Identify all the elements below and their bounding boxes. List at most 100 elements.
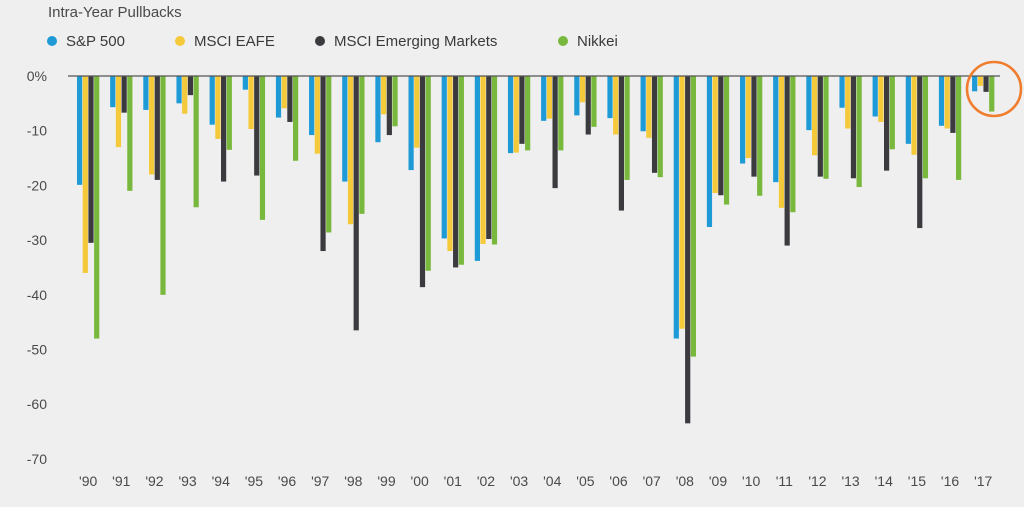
bar-msci-eafe-91	[115, 76, 122, 148]
legend-label-msci-emerging-markets: MSCI Emerging Markets	[334, 33, 497, 50]
bar-nikkei-17	[989, 76, 995, 112]
bar-msci-emerging-markets-94	[221, 76, 227, 182]
bar-msci-emerging-markets-96	[287, 76, 293, 122]
bar-msci-eafe-16	[944, 76, 950, 129]
x-tick-label-97: '97	[311, 473, 329, 489]
y-tick-label: -70	[27, 451, 47, 467]
bar-msci-emerging-markets-17	[983, 76, 989, 92]
bar-s-p-500-14	[872, 76, 878, 117]
x-axis: '90 '91 '92 '93 '94 '95 '96 '97 '98 '99 '00 '01 '02 '…	[79, 473, 993, 489]
bar-msci-emerging-markets-01	[453, 76, 459, 268]
bar-msci-eafe-95	[248, 76, 254, 130]
bar-msci-eafe-99	[381, 76, 387, 115]
x-tick-label-11: '11	[776, 473, 793, 489]
bar-msci-emerging-markets-09	[718, 76, 724, 196]
bar-msci-emerging-markets-90	[88, 76, 94, 243]
legend-marker-msci-eafe	[175, 36, 185, 46]
x-tick-label-02: '02	[477, 473, 495, 489]
bar-msci-eafe-92	[149, 76, 155, 175]
bar-nikkei-15	[922, 76, 929, 179]
bar-msci-emerging-markets-95	[254, 76, 260, 176]
x-tick-label-94: '94	[212, 473, 230, 489]
bar-msci-emerging-markets-98	[353, 76, 359, 331]
legend-label-nikkei: Nikkei	[577, 33, 618, 50]
bar-nikkei-05	[591, 76, 597, 127]
bar-msci-emerging-markets-99	[386, 76, 392, 136]
bar-nikkei-07	[657, 76, 663, 178]
y-tick-label: -30	[27, 232, 47, 248]
y-tick-label: -20	[27, 177, 47, 193]
x-tick-label-93: '93	[178, 473, 196, 489]
bar-s-p-500-11	[773, 76, 779, 183]
bar-s-p-500-92	[143, 76, 149, 110]
bar-nikkei-00	[425, 76, 431, 271]
x-tick-label-91: '91	[112, 473, 130, 489]
x-tick-label-15: '15	[908, 473, 926, 489]
bar-s-p-500-07	[640, 76, 646, 132]
x-tick-label-06: '06	[609, 473, 627, 489]
highlight-circle-2017	[965, 60, 1023, 118]
x-tick-label-10: '10	[742, 473, 760, 489]
bar-msci-eafe-13	[845, 76, 851, 129]
bar-s-p-500-06	[607, 76, 613, 119]
bar-nikkei-98	[359, 76, 365, 214]
bar-msci-emerging-markets-16	[950, 76, 956, 133]
legend-label-msci-eafe: MSCI EAFE	[194, 33, 275, 50]
bar-nikkei-04	[558, 76, 564, 151]
bar-nikkei-09	[723, 76, 730, 205]
x-tick-label-92: '92	[145, 473, 163, 489]
x-tick-label-90: '90	[79, 473, 97, 489]
bar-nikkei-94	[226, 76, 232, 150]
bar-msci-emerging-markets-08	[685, 76, 691, 424]
bar-msci-emerging-markets-03	[519, 76, 525, 144]
bar-msci-eafe-15	[911, 76, 917, 155]
bar-s-p-500-91	[110, 76, 116, 108]
bar-msci-eafe-94	[215, 76, 221, 139]
x-tick-label-12: '12	[808, 473, 826, 489]
bar-msci-eafe-06	[613, 76, 619, 135]
legend: S&P 500 MSCI EAFE MSCI Emerging Markets Nik…	[47, 33, 618, 50]
bar-s-p-500-15	[905, 76, 911, 144]
bar-msci-emerging-markets-00	[419, 76, 426, 288]
bar-s-p-500-13	[839, 76, 845, 108]
bar-nikkei-99	[392, 76, 398, 127]
x-tick-label-13: '13	[841, 473, 859, 489]
bar-nikkei-96	[293, 76, 299, 161]
bar-nikkei-93	[193, 76, 199, 208]
x-tick-label-95: '95	[245, 473, 263, 489]
bar-s-p-500-96	[275, 76, 282, 118]
bar-nikkei-13	[856, 76, 862, 188]
bar-s-p-500-04	[541, 76, 547, 121]
bar-msci-eafe-97	[314, 76, 320, 154]
x-tick-label-16: '16	[941, 473, 959, 489]
bar-nikkei-14	[889, 76, 895, 150]
bar-s-p-500-98	[342, 76, 348, 182]
bar-msci-emerging-markets-92	[154, 76, 160, 180]
bar-s-p-500-94	[209, 76, 215, 125]
bar-nikkei-95	[259, 76, 266, 220]
x-tick-label-07: '07	[643, 473, 661, 489]
bar-msci-eafe-02	[480, 76, 486, 244]
bar-msci-eafe-08	[679, 76, 685, 329]
bar-nikkei-91	[127, 76, 133, 191]
bar-msci-eafe-96	[281, 76, 287, 109]
bar-s-p-500-03	[507, 76, 514, 154]
bar-nikkei-02	[491, 76, 498, 245]
bar-msci-eafe-11	[778, 76, 785, 208]
bar-msci-emerging-markets-02	[486, 76, 492, 240]
bar-nikkei-10	[757, 76, 763, 196]
bar-s-p-500-16	[938, 76, 945, 126]
bar-msci-eafe-17	[977, 76, 983, 86]
bar-nikkei-97	[326, 76, 332, 233]
bar-s-p-500-02	[474, 76, 480, 261]
x-tick-label-09: '09	[709, 473, 727, 489]
y-tick-label: -60	[27, 396, 47, 412]
x-tick-label-04: '04	[543, 473, 561, 489]
bar-s-p-500-97	[309, 76, 315, 136]
bar-s-p-500-90	[77, 76, 83, 185]
bar-nikkei-92	[160, 76, 166, 295]
x-tick-label-14: '14	[875, 473, 893, 489]
legend-marker-s-p-500	[47, 36, 57, 46]
bar-msci-eafe-01	[447, 76, 453, 252]
y-tick-label: -10	[27, 123, 47, 139]
